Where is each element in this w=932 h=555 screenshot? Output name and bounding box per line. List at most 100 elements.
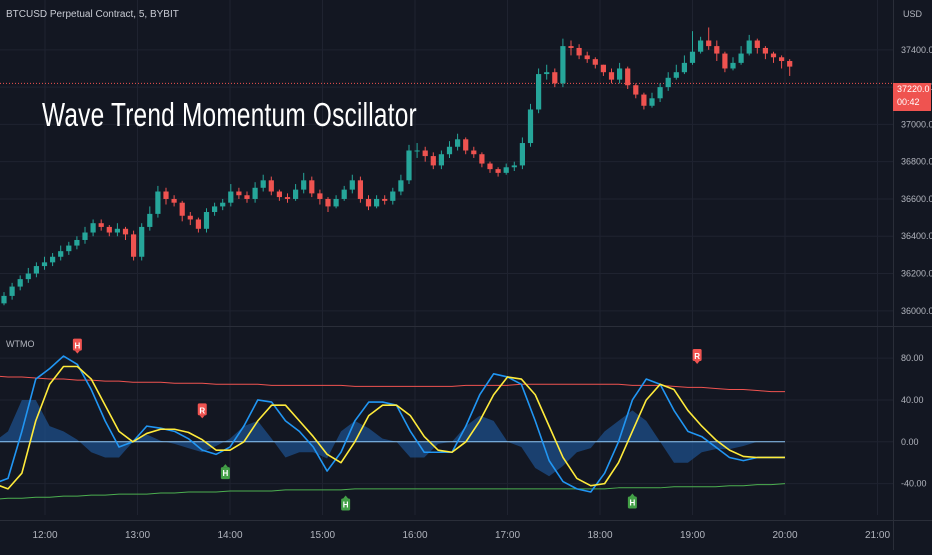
candle-body <box>479 154 485 164</box>
x-tick-label: 14:00 <box>217 530 242 541</box>
lower-band-line <box>0 483 786 500</box>
candle-body <box>714 46 720 54</box>
candle-body <box>657 87 663 99</box>
candle-body <box>770 53 777 58</box>
last-price-tag: 37220.0 00:42 <box>893 83 931 111</box>
price-tick-label: 36400.0 <box>901 231 932 241</box>
signal-marker: H <box>627 493 637 509</box>
osc-tick-label: 80.00 <box>901 353 924 363</box>
candle-body <box>220 202 226 207</box>
candle-body <box>58 251 64 257</box>
candle-body <box>98 223 104 227</box>
signal-pointer <box>343 495 349 499</box>
candle-body <box>584 55 590 60</box>
signal-label: R <box>199 406 205 415</box>
candle-body <box>309 180 315 194</box>
axes: 12:00 13:00 14:00 15:00 16:00 17:00 18:00 19:00… <box>32 45 932 541</box>
candle-body <box>576 47 582 56</box>
candle-body <box>293 189 299 199</box>
candle-body <box>276 191 282 198</box>
candle-body <box>244 195 250 199</box>
candle-body <box>746 40 752 54</box>
symbol-title[interactable]: BTCUSD Perpetual Contract, 5, BYBIT <box>6 9 179 20</box>
signal-label: H <box>222 469 228 478</box>
candle-body <box>341 189 347 199</box>
candle-body <box>560 46 566 84</box>
candle-body <box>90 223 96 233</box>
candle-body <box>641 94 647 106</box>
price-tick-label: 36200.0 <box>901 269 932 279</box>
indicator-name[interactable]: WTMO <box>6 339 35 349</box>
candle-body <box>179 202 185 216</box>
candle-body <box>698 40 704 52</box>
candle-body <box>414 150 420 152</box>
candle-body <box>122 228 129 235</box>
candle-body <box>608 72 615 80</box>
candle-body <box>9 286 15 296</box>
candle-body <box>568 46 574 48</box>
signal-marker: R <box>197 403 207 419</box>
candles <box>1 27 793 306</box>
candle-body <box>33 266 39 274</box>
candle-body <box>722 53 728 69</box>
candle-body <box>50 256 56 263</box>
candle-body <box>787 61 793 67</box>
candle-body <box>212 206 218 213</box>
price-tick-label: 36800.0 <box>901 157 932 167</box>
candle-body <box>779 57 785 62</box>
signal-pointer <box>222 464 228 468</box>
candle-body <box>374 198 380 207</box>
candle-body <box>382 198 388 201</box>
osc-tick-label: -40.00 <box>901 479 927 489</box>
candle-body <box>390 191 396 201</box>
signal-box <box>220 467 230 480</box>
wt1-line <box>0 355 785 493</box>
candle-body <box>195 219 201 229</box>
candle-body <box>625 68 631 86</box>
candle-body <box>203 212 210 229</box>
signal-pointer <box>694 361 700 365</box>
candle-body <box>236 191 242 196</box>
candle-body <box>665 77 671 88</box>
signal-box <box>692 349 702 362</box>
x-tick-label: 12:00 <box>32 530 57 541</box>
signal-box <box>627 496 637 509</box>
candle-body <box>438 154 444 166</box>
x-tick-label: 15:00 <box>310 530 335 541</box>
candle-body <box>139 226 145 257</box>
candle-body <box>649 98 655 106</box>
candle-body <box>503 167 509 173</box>
candle-body <box>406 150 412 181</box>
candle-body <box>106 226 112 233</box>
candle-body <box>422 150 428 157</box>
candle-body <box>147 213 153 227</box>
candle-body <box>689 51 696 63</box>
candle-body <box>155 191 161 214</box>
candle-body <box>633 85 639 95</box>
candle-body <box>301 180 307 190</box>
x-tick-label: 20:00 <box>772 530 797 541</box>
candle-body <box>1 295 7 304</box>
signal-label: H <box>74 342 80 351</box>
x-tick-label: 13:00 <box>125 530 150 541</box>
candle-body <box>131 234 137 257</box>
signal-label: H <box>343 501 349 510</box>
candle-body <box>66 245 72 252</box>
signal-marker: H <box>341 495 351 511</box>
price-tick-label: 36600.0 <box>901 194 932 204</box>
signal-box <box>72 338 82 351</box>
candle-body <box>430 156 436 166</box>
osc-tick-label: 0.00 <box>901 437 919 447</box>
candle-body <box>730 62 736 69</box>
currency-label: USD <box>903 9 923 19</box>
osc-tick-label: 40.00 <box>901 395 924 405</box>
candle-body <box>471 150 477 155</box>
candle-body <box>365 198 372 207</box>
candle-body <box>260 180 266 188</box>
candle-body <box>527 109 534 144</box>
candle-body <box>519 143 525 166</box>
candle-body <box>455 139 461 147</box>
